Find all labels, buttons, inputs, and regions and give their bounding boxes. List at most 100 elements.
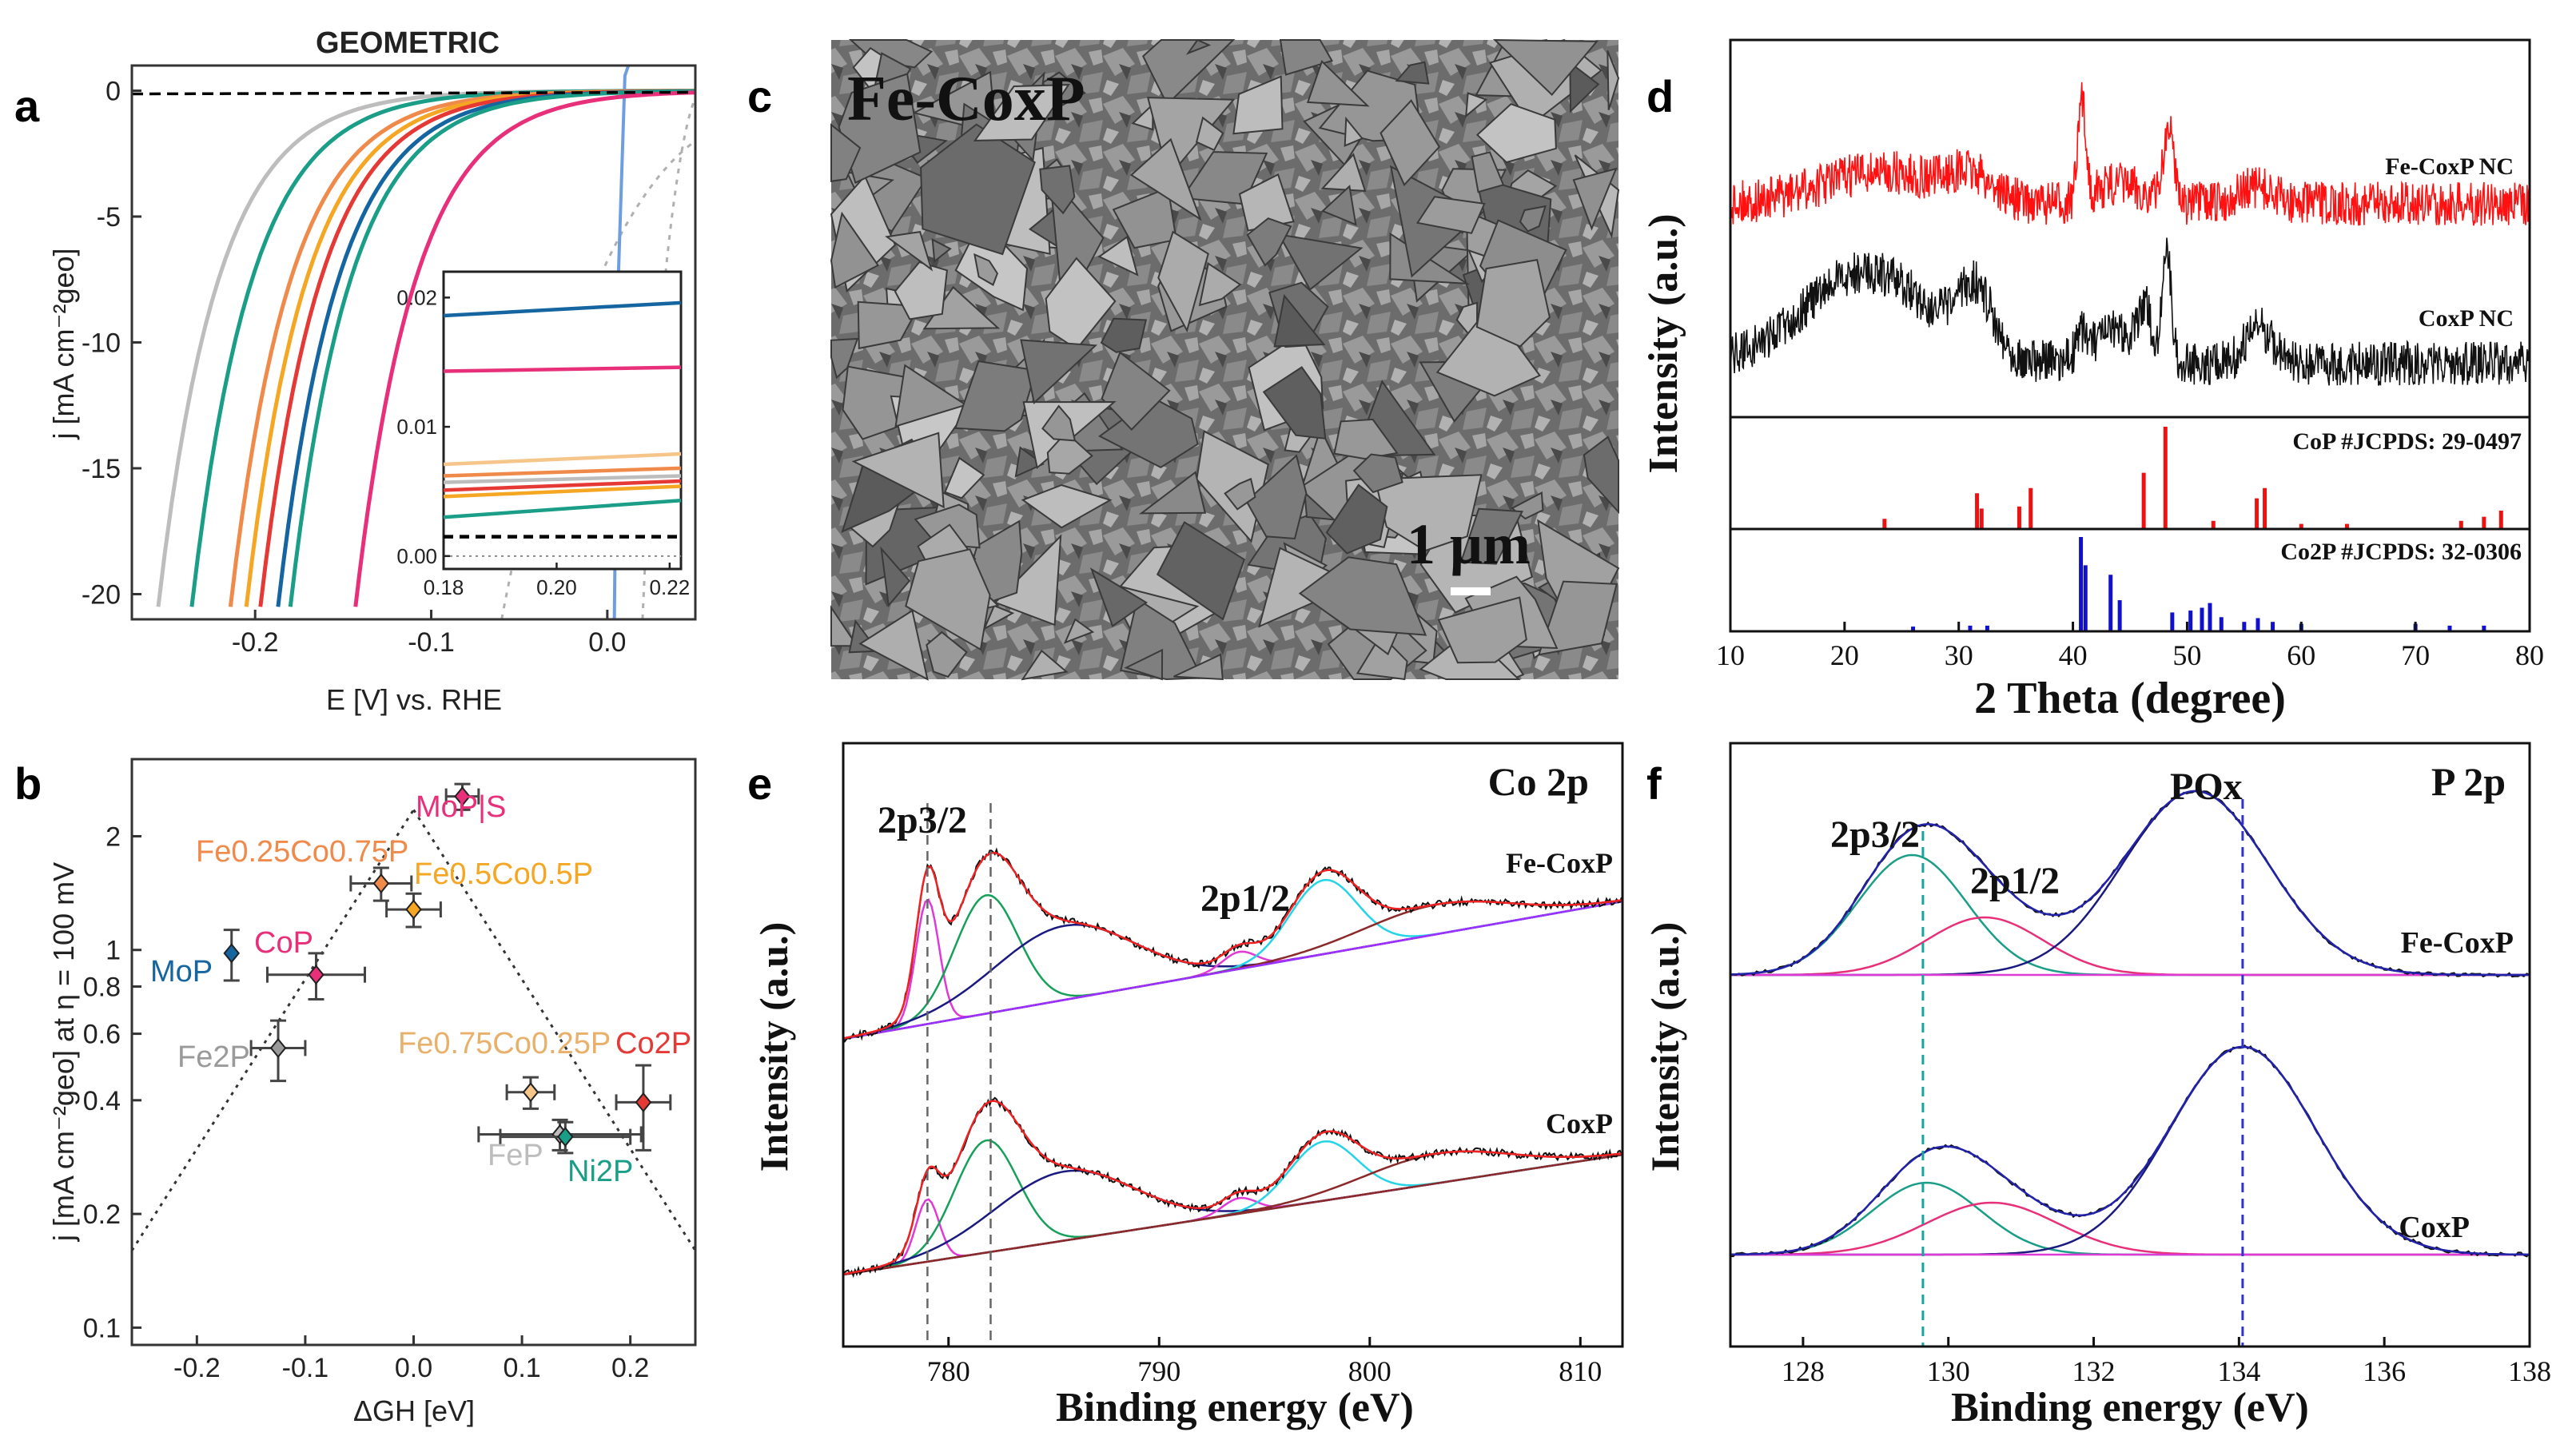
x-tick-label: 128 [1782,1355,1825,1387]
sem-particle [1089,567,1149,627]
panel-label-a: a [14,81,40,131]
x-tick-label: 0.0 [588,627,626,658]
sem-particle [1195,116,1224,152]
y-tick-label: -5 [97,202,121,233]
chart-e: 780 790 800 810 Co 2p 2p3/2 2p1/2 Fe-CoxP C… [751,742,1624,1430]
sem-particle [1198,262,1242,307]
sem-scale-label: 1 μm [1407,512,1531,576]
co-fit [1730,1045,2530,1256]
sem-particle [920,123,1036,256]
co-background [842,1153,1623,1276]
chart-f-ticks: 128 130 132 134 136 138 [1782,1337,2551,1387]
inset-y-tick-label: 0.02 [396,285,437,309]
sem-title: Fe-CoxP [847,64,1085,134]
chart-f: 128 130 132 134 136 138 P 2p 2p3/2 2p1/2 POx … [1642,742,2551,1430]
label-cop: CoP [254,926,313,960]
y-tick-label: -20 [82,580,121,611]
x-tick-label: 130 [1927,1355,1970,1387]
label-fe025co075p: Fe0.25Co0.75P [196,835,408,869]
point-Fe0.5Co0.5P [405,899,422,920]
sem-particle [1572,167,1618,231]
x-tick-label: 30 [1945,639,1973,671]
x-tick-label: 810 [1559,1355,1602,1387]
chart-b-xlabel: ΔGH [eV] [353,1394,475,1427]
chart-e-xlabel: Binding energy (eV) [1056,1385,1414,1430]
sem-particle [1464,92,1488,118]
chart-e-2p12: 2p1/2 [1200,877,1290,920]
chart-b: -0.2 -0.1 0.0 0.1 0.2 0.1 0.2 0.4 0.6 0.8 1 2 ΔGH [… [47,758,697,1427]
sem-particle [1320,153,1367,192]
sem-particle [1014,446,1045,478]
x-tick-label: -0.2 [173,1353,221,1383]
inset-line-5 [443,479,682,492]
x-tick-label: 10 [1716,639,1745,671]
chart-e-co-label: CoxP [1546,1108,1613,1140]
x-tick-label: -0.1 [282,1353,329,1383]
x-tick-label: 134 [2217,1355,2260,1387]
chart-e-2p32: 2p3/2 [878,799,967,841]
chart-e-fe-label: Fe-CoxP [1506,847,1613,879]
sem-particle [973,84,1070,141]
chart-f-xlabel: Binding energy (eV) [1951,1385,2309,1430]
chart-d-frame [1729,38,2531,633]
sem-particle [1046,431,1093,475]
sem-particle [944,456,985,499]
sem-particle [851,432,945,509]
chart-a-ticks: -0.2 -0.1 0.00-5-10-15-20 [82,77,627,658]
polarization-curve-7 [353,90,696,607]
sem-particle [1224,477,1256,511]
chart-b-ticks: -0.2 -0.1 0.0 0.1 0.2 0.1 0.2 0.4 0.6 0.8 1 2 [83,821,650,1383]
sem-particle [1569,61,1600,113]
sem-particle [1537,580,1618,656]
y-tick-label: 0.4 [83,1086,121,1116]
point-Co2P [635,1092,652,1112]
panel-label-e: e [747,758,772,809]
point-MoP [223,943,241,964]
chart-f-frame [1729,742,2531,1348]
fe-fit [842,851,1622,1040]
sem-particle [926,631,968,678]
sem-particle [1020,339,1098,404]
sem-particle [1437,596,1527,664]
x-tick-label: 0.1 [503,1353,540,1383]
sem-particle [1279,39,1333,76]
sem-particle [1519,205,1547,233]
sem-particle [1298,556,1427,636]
sem-particle [830,123,862,182]
sem-particle [1021,649,1069,681]
sem-particle [1129,137,1202,221]
x-tick-label: 800 [1348,1355,1391,1387]
sem-particle [954,360,1037,432]
y-tick-label: 0 [106,77,121,107]
x-tick-label: 790 [1137,1355,1180,1387]
sem-particle [973,253,999,286]
sem-image: Fe-CoxP 1 μm [830,38,1620,681]
chart-f-ylabel: Intensity (a.u.) [1642,922,1687,1172]
chart-e-frame [842,742,1624,1348]
co-raw [842,1096,1622,1279]
sem-particle [1277,233,1364,291]
x-tick-label: -0.1 [408,627,455,658]
x-tick-label: 0.2 [611,1353,649,1383]
x-tick-label: 60 [2287,639,2315,671]
x-tick-label: 20 [1830,639,1859,671]
y-tick-label: 0.2 [83,1199,121,1230]
sem-particle [1245,454,1308,540]
sem-particle [1306,59,1370,107]
sem-particle [880,546,911,607]
sem-particle [1238,173,1295,232]
chart-b-ylabel: j [mA cm⁻²geo] at η = 100 mV [47,862,80,1242]
sem-particle [931,238,952,263]
x-tick-label: 136 [2363,1355,2406,1387]
panel-label-b: b [14,758,42,809]
sem-particle [1492,38,1599,97]
sem-particle [830,605,859,647]
chart-e-ticks: 780 790 800 810 [927,1337,1602,1387]
sem-particle [830,337,859,380]
sem-particle [1156,521,1246,621]
x-tick-label: 50 [2172,639,2201,671]
sem-particle [1344,116,1364,147]
x-tick-label: 132 [2072,1355,2116,1387]
point-MoP|S [454,786,471,807]
sem-particle [1606,50,1620,110]
